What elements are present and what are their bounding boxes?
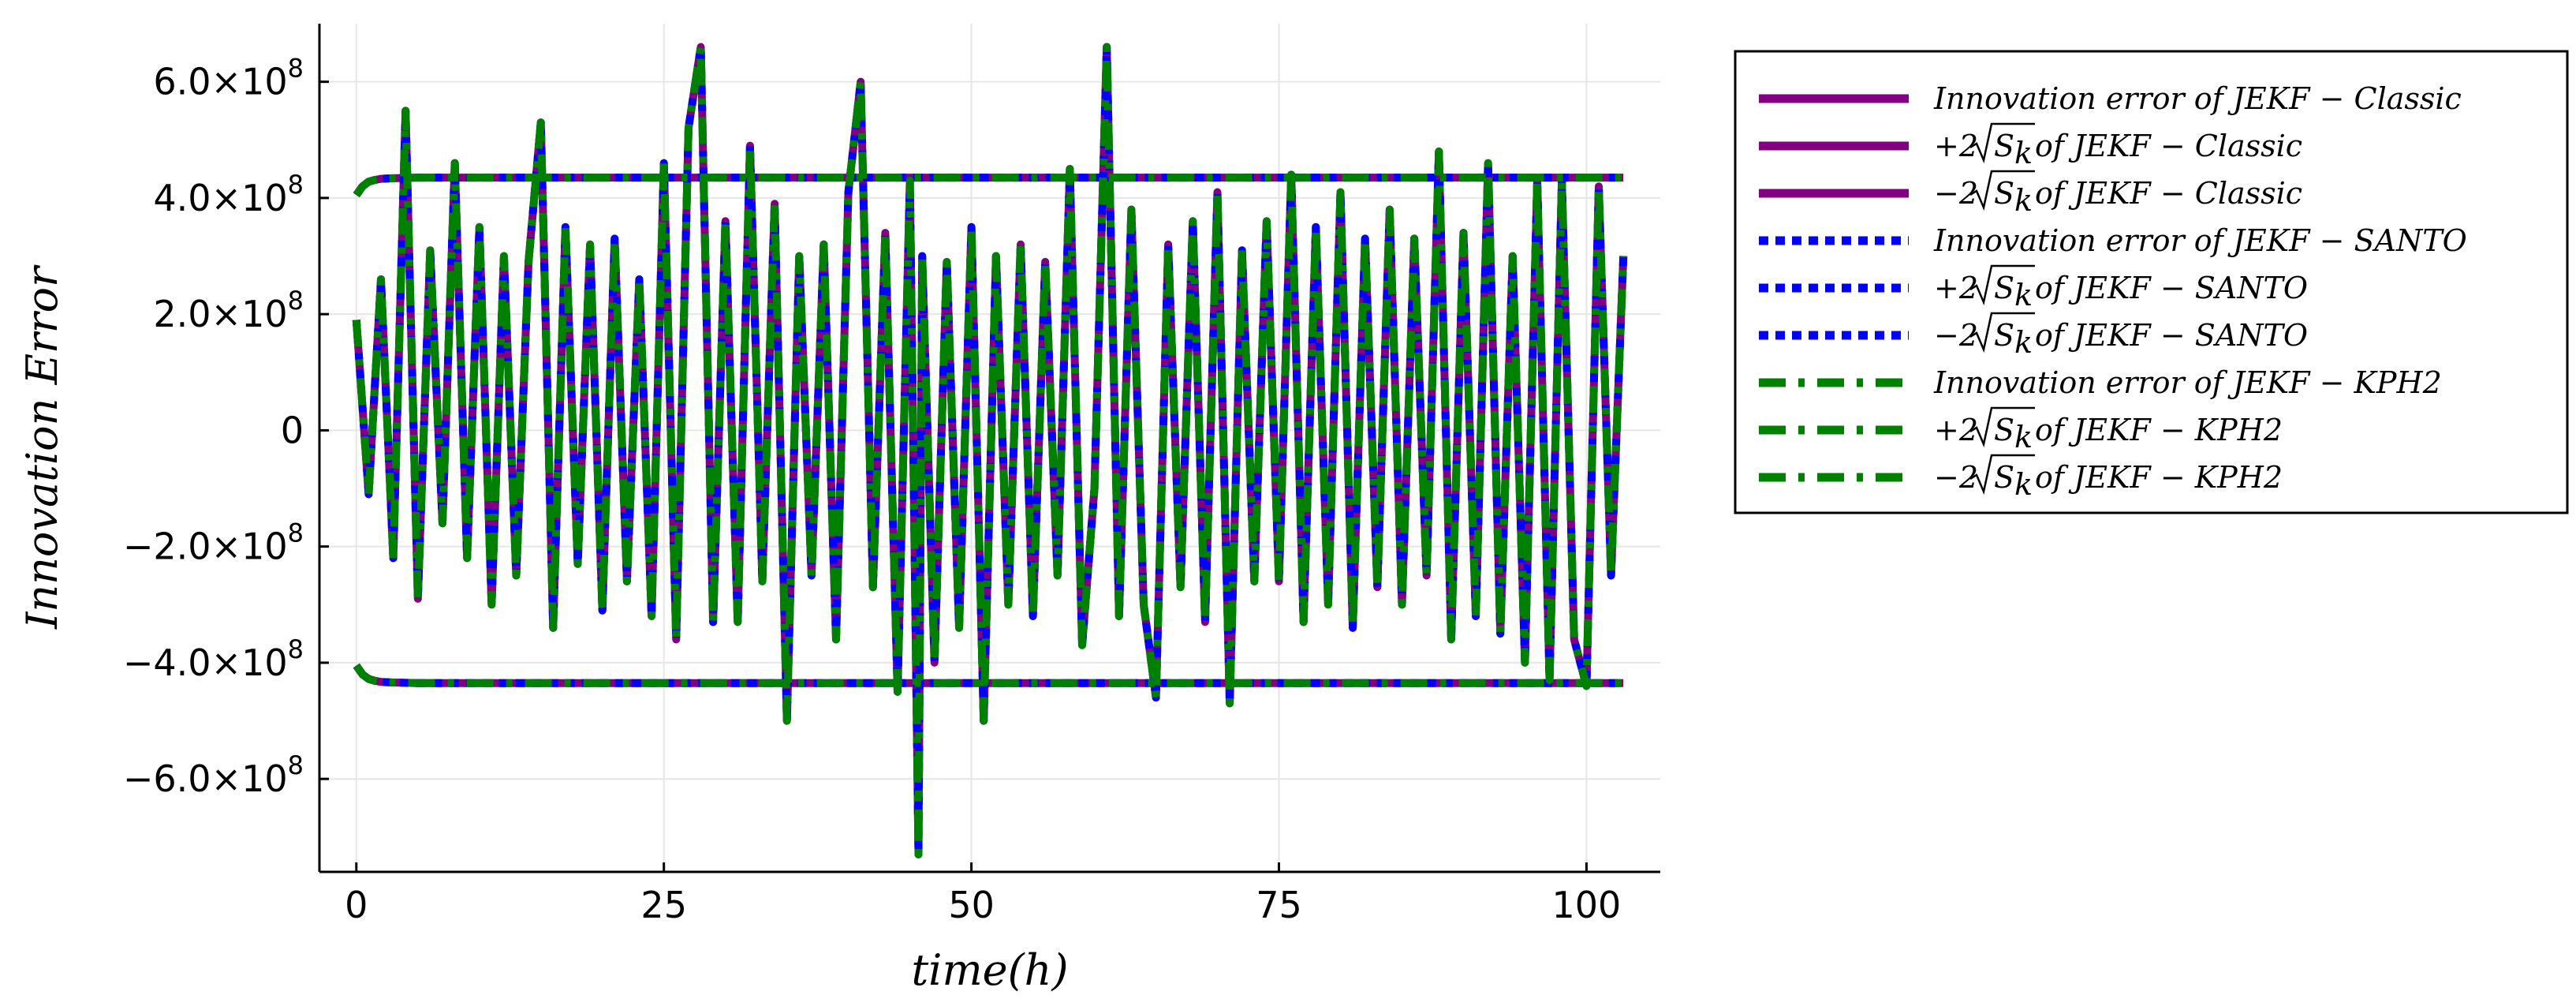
y-tick-label-5: −4.0×108 — [123, 634, 304, 684]
x-tick-label-3: 75 — [1256, 884, 1302, 926]
legend-prefix-2: −2 — [1934, 176, 1978, 211]
legend-sqrt-sub-8: k — [2014, 467, 2033, 502]
legend-label-0: Innovation error of JEKF − Classic — [1933, 81, 2462, 116]
y-tick-label-1: 4.0×108 — [153, 170, 304, 219]
legend-box — [1734, 50, 2569, 514]
y-tick-label-2: 2.0×108 — [153, 286, 304, 335]
legend-sqrt-sign-1 — [1969, 122, 2035, 164]
legend-prefix-1: +2 — [1934, 129, 1978, 163]
legend-sqrt-sign-2 — [1969, 170, 2035, 211]
legend-prefix-4: +2 — [1934, 271, 1978, 305]
y-tick-label-3: 0 — [281, 409, 304, 451]
y-tick-label-6: −6.0×108 — [123, 750, 304, 800]
legend-sqrt-sign-8 — [1969, 454, 2035, 496]
series-line-6 — [352, 43, 1628, 858]
legend-prefix-5: −2 — [1934, 318, 1978, 353]
x-tick-label-2: 50 — [948, 884, 995, 926]
series-line-8 — [353, 663, 1624, 687]
legend-sqrt-sign-5 — [1969, 312, 2035, 353]
legend-label-6: Innovation error of JEKF − KPH2 — [1933, 365, 2442, 400]
legend-sqrt-sub-7: k — [2014, 420, 2033, 454]
legend-label-5: of JEKF − SANTO — [2035, 318, 2308, 353]
legend-prefix-8: −2 — [1934, 460, 1978, 495]
legend-label-1: of JEKF − Classic — [2035, 129, 2302, 163]
axes: 0 25 50 75 100 6.0×108 4.0×108 2.0×108 0 −2.0×108… — [123, 24, 1660, 926]
legend-sqrt-sub-2: k — [2014, 183, 2033, 218]
legend-label-3: Innovation error of JEKF − SANTO — [1933, 223, 2467, 258]
legend-sqrt-var-5: S — [1994, 318, 2014, 353]
legend-sqrt-sub-4: k — [2014, 278, 2033, 312]
y-tick-label-0: 6.0×108 — [153, 54, 304, 103]
legend-label-2: of JEKF − Classic — [2035, 176, 2302, 211]
x-tick-label-0: 0 — [345, 884, 368, 926]
legend-label-8: of JEKF − KPH2 — [2035, 460, 2283, 495]
legend-sqrt-var-2: S — [1994, 176, 2014, 211]
legend-sqrt-var-4: S — [1994, 271, 2014, 305]
series-group — [352, 43, 1628, 858]
legend-sqrt-sub-5: k — [2014, 325, 2033, 360]
y-axis-label: Innovation Error — [17, 264, 67, 630]
x-tick-label-4: 100 — [1552, 884, 1622, 926]
legend-prefix-7: +2 — [1934, 413, 1978, 447]
series-line-7 — [353, 174, 1624, 198]
legend-sqrt-var-7: S — [1994, 413, 2014, 447]
legend-sqrt-var-1: S — [1994, 129, 2014, 163]
legend-sqrt-sign-4 — [1969, 264, 2035, 306]
x-axis-label: time(h) — [911, 945, 1068, 995]
legend-sqrt-sign-7 — [1969, 406, 2035, 448]
legend-label-7: of JEKF − KPH2 — [2035, 413, 2283, 447]
legend-sqrt-sub-1: k — [2014, 136, 2033, 170]
y-tick-label-4: −2.0×108 — [123, 518, 304, 568]
legend-label-4: of JEKF − SANTO — [2035, 271, 2308, 305]
legend-sqrt-var-8: S — [1994, 460, 2014, 495]
x-tick-label-1: 25 — [640, 884, 687, 926]
